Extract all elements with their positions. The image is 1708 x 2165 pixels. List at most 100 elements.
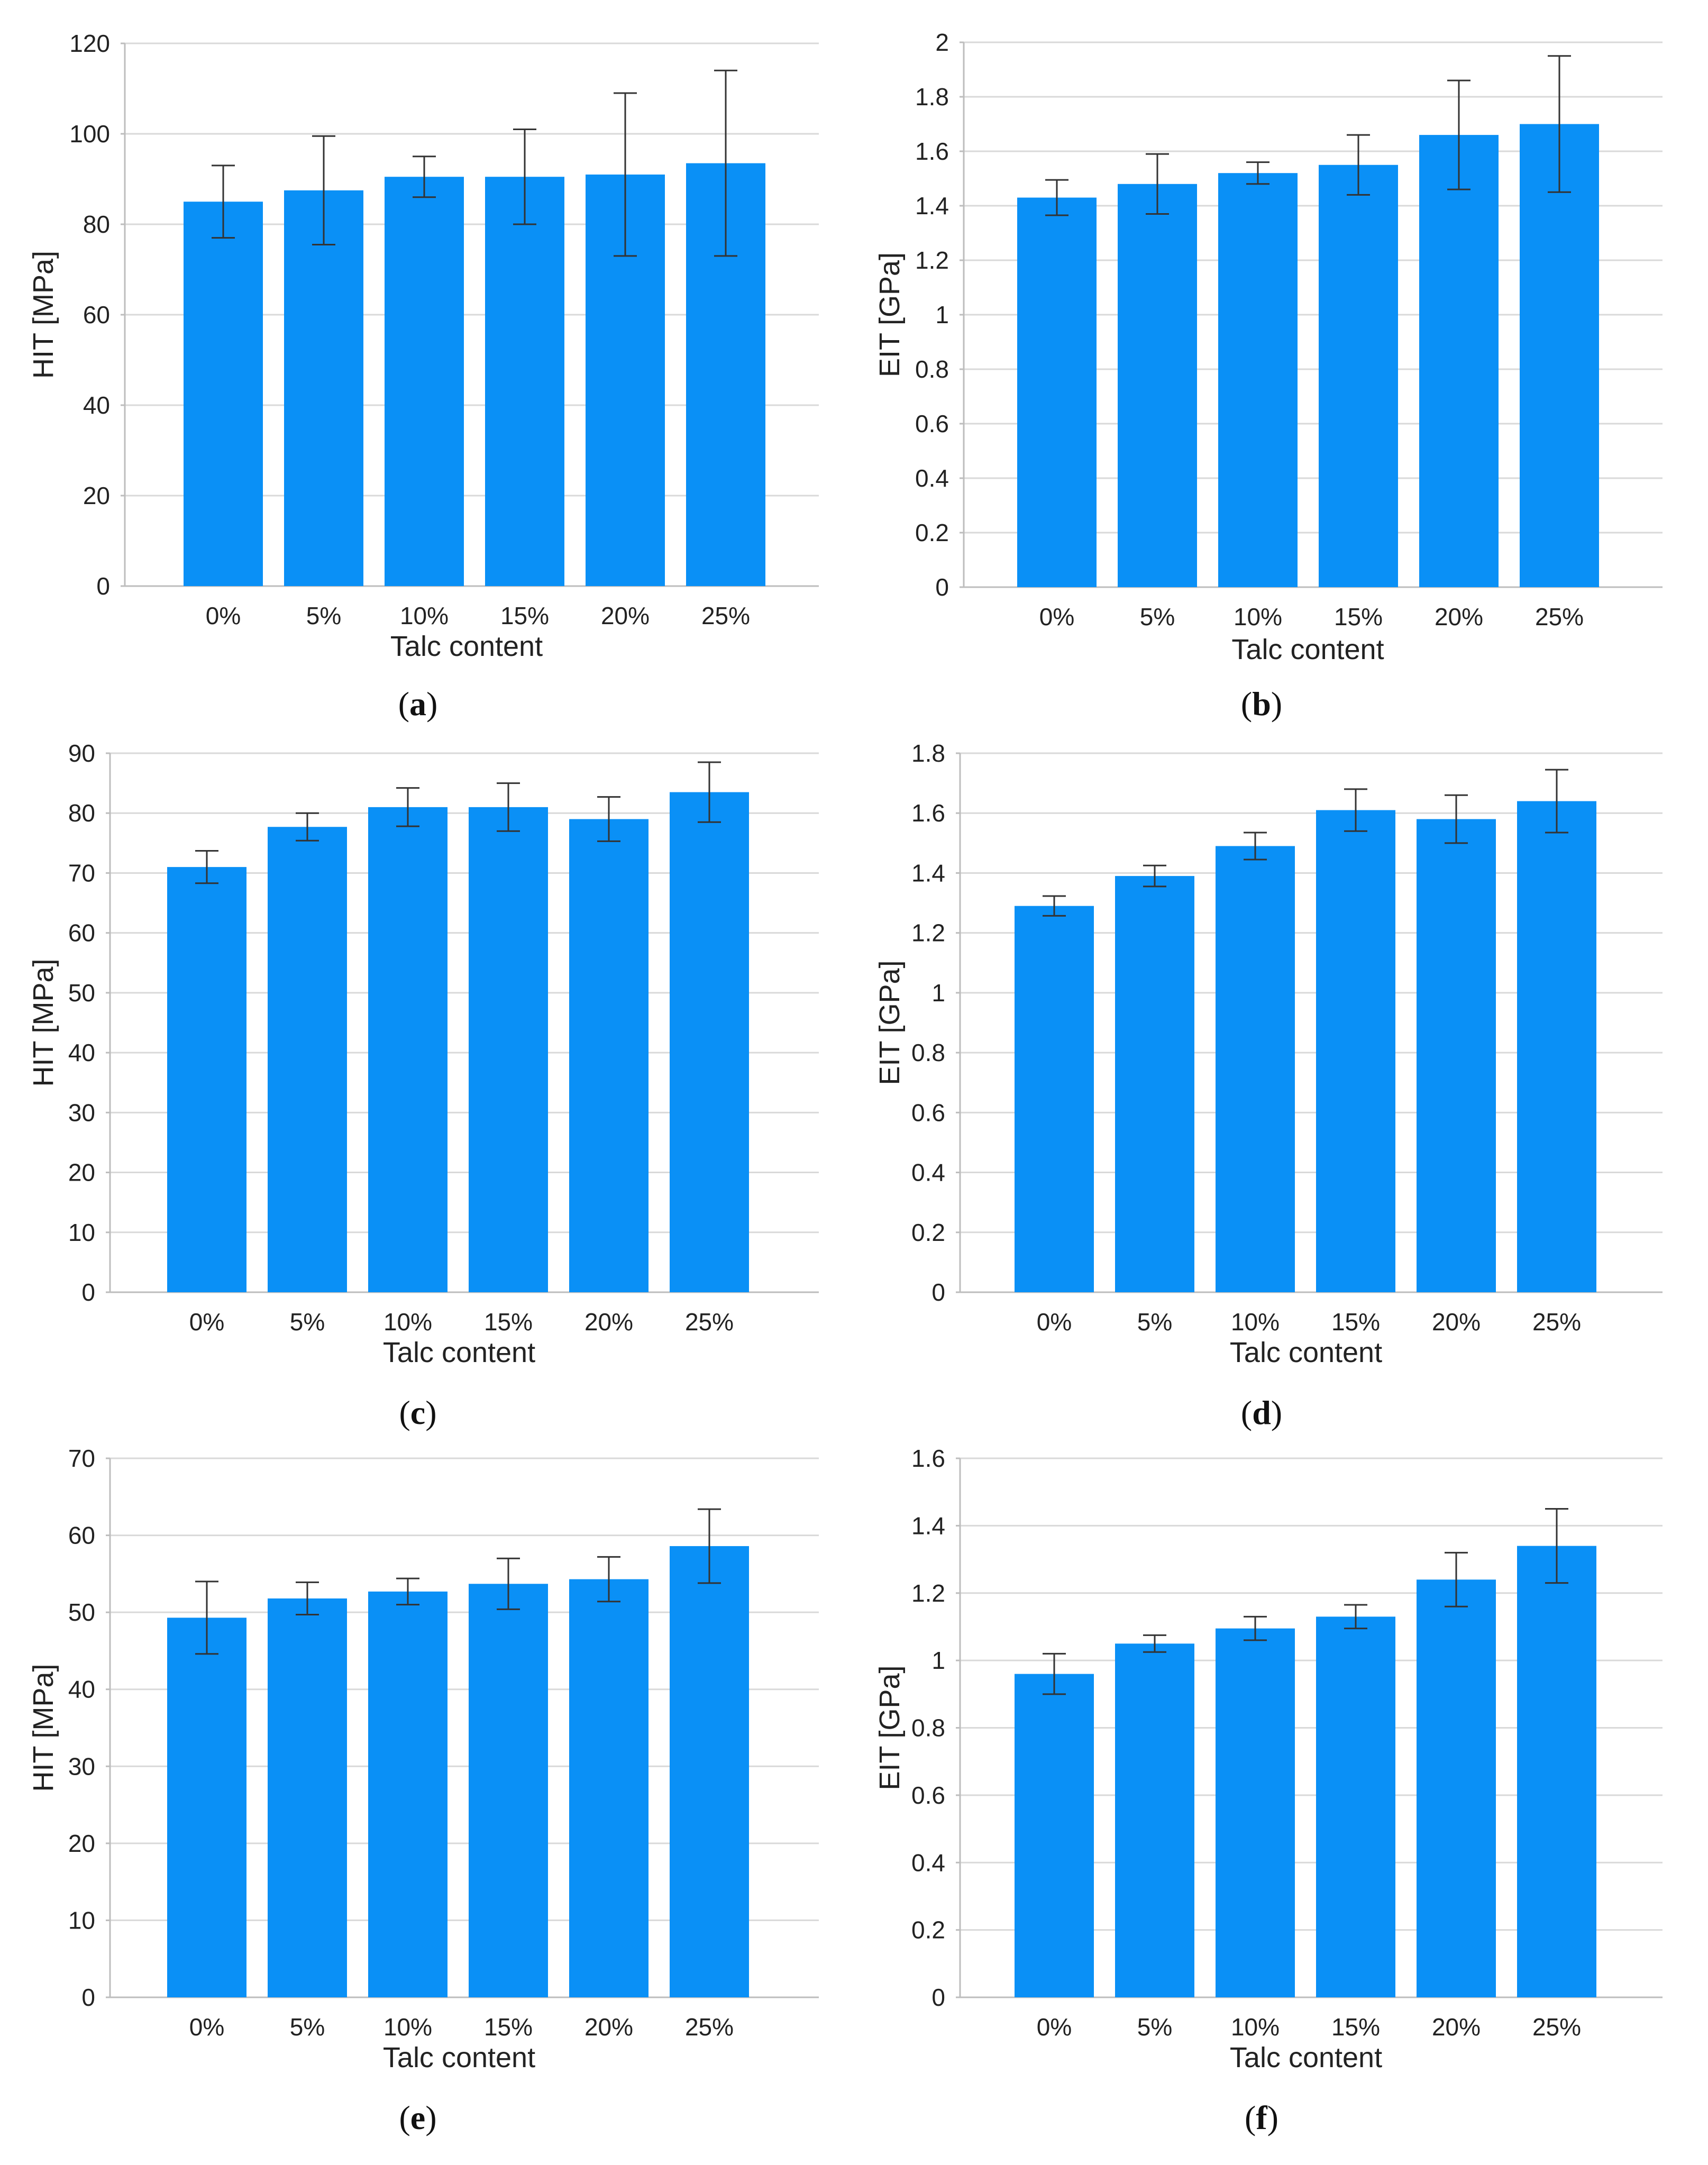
- y-tick-label: 90: [68, 739, 95, 767]
- y-tick-label: 2: [935, 29, 949, 56]
- bar: [1015, 906, 1094, 1292]
- y-axis-title: HIT [MPa]: [28, 251, 59, 379]
- bar: [1015, 1674, 1094, 1997]
- bar: [385, 177, 464, 587]
- panel-label-paren-close: ): [1271, 685, 1282, 723]
- y-axis-title: EIT [GPa]: [874, 252, 906, 377]
- y-tick-label: 0.4: [911, 1849, 945, 1876]
- x-tick-label: 10%: [1234, 603, 1282, 631]
- y-tick-label: 1: [931, 1647, 945, 1674]
- bar: [670, 792, 749, 1292]
- bar: [485, 177, 564, 587]
- y-tick-label: 0: [81, 1278, 95, 1306]
- x-tick-label: 5%: [290, 1308, 325, 1336]
- y-axis-title: EIT [GPa]: [874, 960, 906, 1085]
- panel-label-paren-close: ): [1271, 1394, 1282, 1431]
- bar: [368, 807, 447, 1292]
- x-tick-label: 10%: [383, 1308, 432, 1336]
- x-tick-label: 0%: [206, 602, 241, 629]
- x-tick-label: 25%: [685, 2013, 734, 2041]
- y-tick-label: 120: [69, 30, 110, 57]
- x-axis-title: Talc content: [383, 1337, 535, 1368]
- panel-label-paren-close: ): [425, 1394, 436, 1431]
- bar: [469, 807, 548, 1292]
- chart-panel-e: 0 10 20 30 40 50 60 70 0% 5% 10% 15% 20% 25% Talc cont…: [28, 1445, 819, 2136]
- x-tick-label: 5%: [1137, 1308, 1172, 1336]
- x-tick-label: 15%: [484, 2013, 533, 2041]
- bar: [1319, 165, 1398, 587]
- x-tick-label: 0%: [189, 1308, 224, 1336]
- y-tick-label: 100: [69, 120, 110, 148]
- y-tick-label: 0: [935, 573, 949, 601]
- panel-label-letter: c: [410, 1394, 425, 1431]
- panel-label-paren-open: (: [399, 1394, 410, 1431]
- chart-panel-d: 0 0.2 0.4 0.6 0.8 1 1.2 1.4 1.6 1.8 0% 5% 10% 15% 20% 2…: [874, 739, 1663, 1431]
- x-tick-label: 5%: [290, 2013, 325, 2041]
- panel-label: (e): [399, 2099, 436, 2136]
- x-tick-label: 25%: [701, 602, 750, 629]
- y-axis-title: HIT [MPa]: [28, 1664, 59, 1792]
- bar: [569, 1579, 649, 1997]
- y-tick-label: 1.8: [911, 739, 945, 767]
- y-tick-label: 0.6: [911, 1099, 945, 1126]
- y-tick-label: 60: [68, 1522, 95, 1549]
- y-tick-label: 1.8: [915, 83, 949, 111]
- y-tick-label: 10: [68, 1219, 95, 1246]
- bar: [167, 867, 246, 1292]
- y-tick-label: 0.2: [911, 1219, 945, 1246]
- chart-panel-c: 0 10 20 30 40 50 60 70 80 90 0% 5% 10% 15% 20% 25% Talc …: [28, 739, 819, 1431]
- y-tick-label: 0: [931, 1278, 945, 1306]
- bar: [1316, 1616, 1395, 1997]
- bar: [569, 819, 649, 1292]
- y-tick-label: 20: [83, 482, 110, 509]
- x-tick-label: 20%: [584, 1308, 633, 1336]
- bar: [1115, 876, 1194, 1292]
- x-tick-label: 15%: [1331, 2013, 1380, 2041]
- panel-label: (f): [1245, 2099, 1278, 2136]
- x-tick-label: 20%: [1435, 603, 1483, 631]
- y-tick-label: 0.4: [915, 464, 949, 492]
- x-tick-label: 5%: [306, 602, 341, 629]
- y-tick-label: 20: [68, 1830, 95, 1857]
- panel-label-paren-open: (: [1245, 2099, 1256, 2136]
- panel-label-letter: a: [409, 685, 426, 723]
- x-axis-title: Talc content: [1230, 1337, 1382, 1368]
- x-tick-label: 5%: [1140, 603, 1175, 631]
- x-tick-label: 0%: [189, 2013, 224, 2041]
- y-tick-label: 0.8: [915, 355, 949, 383]
- bar: [284, 190, 363, 586]
- bar: [1017, 197, 1097, 587]
- x-axis-title: Talc content: [1231, 634, 1384, 665]
- x-tick-label: 0%: [1037, 1308, 1072, 1336]
- y-tick-label: 1.2: [911, 919, 945, 947]
- y-tick-label: 40: [68, 1039, 95, 1066]
- bar: [268, 1598, 347, 1997]
- y-tick-label: 1: [931, 979, 945, 1007]
- x-tick-label: 10%: [400, 602, 449, 629]
- panel-label-letter: f: [1256, 2099, 1267, 2136]
- x-tick-label: 25%: [685, 1308, 734, 1336]
- y-tick-label: 10: [68, 1906, 95, 1934]
- bar: [1417, 1579, 1496, 1997]
- chart-panel-a: 0 20 40 60 80 100 120 0% 5% 10% 15% 20% 25% Talc cont…: [28, 30, 819, 723]
- x-tick-label: 15%: [1334, 603, 1383, 631]
- panel-label-letter: b: [1252, 685, 1271, 723]
- bar: [1218, 173, 1298, 587]
- x-axis-title: Talc content: [383, 2042, 535, 2073]
- bar: [469, 1584, 548, 1997]
- y-tick-label: 1.4: [915, 192, 949, 220]
- panel-label-paren-open: (: [399, 2099, 410, 2136]
- y-axis-title: HIT [MPa]: [28, 958, 59, 1086]
- x-tick-label: 20%: [1432, 2013, 1481, 2041]
- y-tick-label: 30: [68, 1099, 95, 1126]
- bar: [1520, 124, 1599, 587]
- panel-label-paren-open: (: [1241, 1394, 1252, 1431]
- y-tick-label: 50: [68, 979, 95, 1007]
- y-tick-label: 1.2: [911, 1579, 945, 1607]
- bar: [167, 1618, 246, 1997]
- panel-label: (a): [398, 685, 438, 723]
- y-tick-label: 40: [83, 391, 110, 419]
- x-axis-title: Talc content: [1230, 2042, 1382, 2073]
- bar: [1216, 1628, 1295, 1997]
